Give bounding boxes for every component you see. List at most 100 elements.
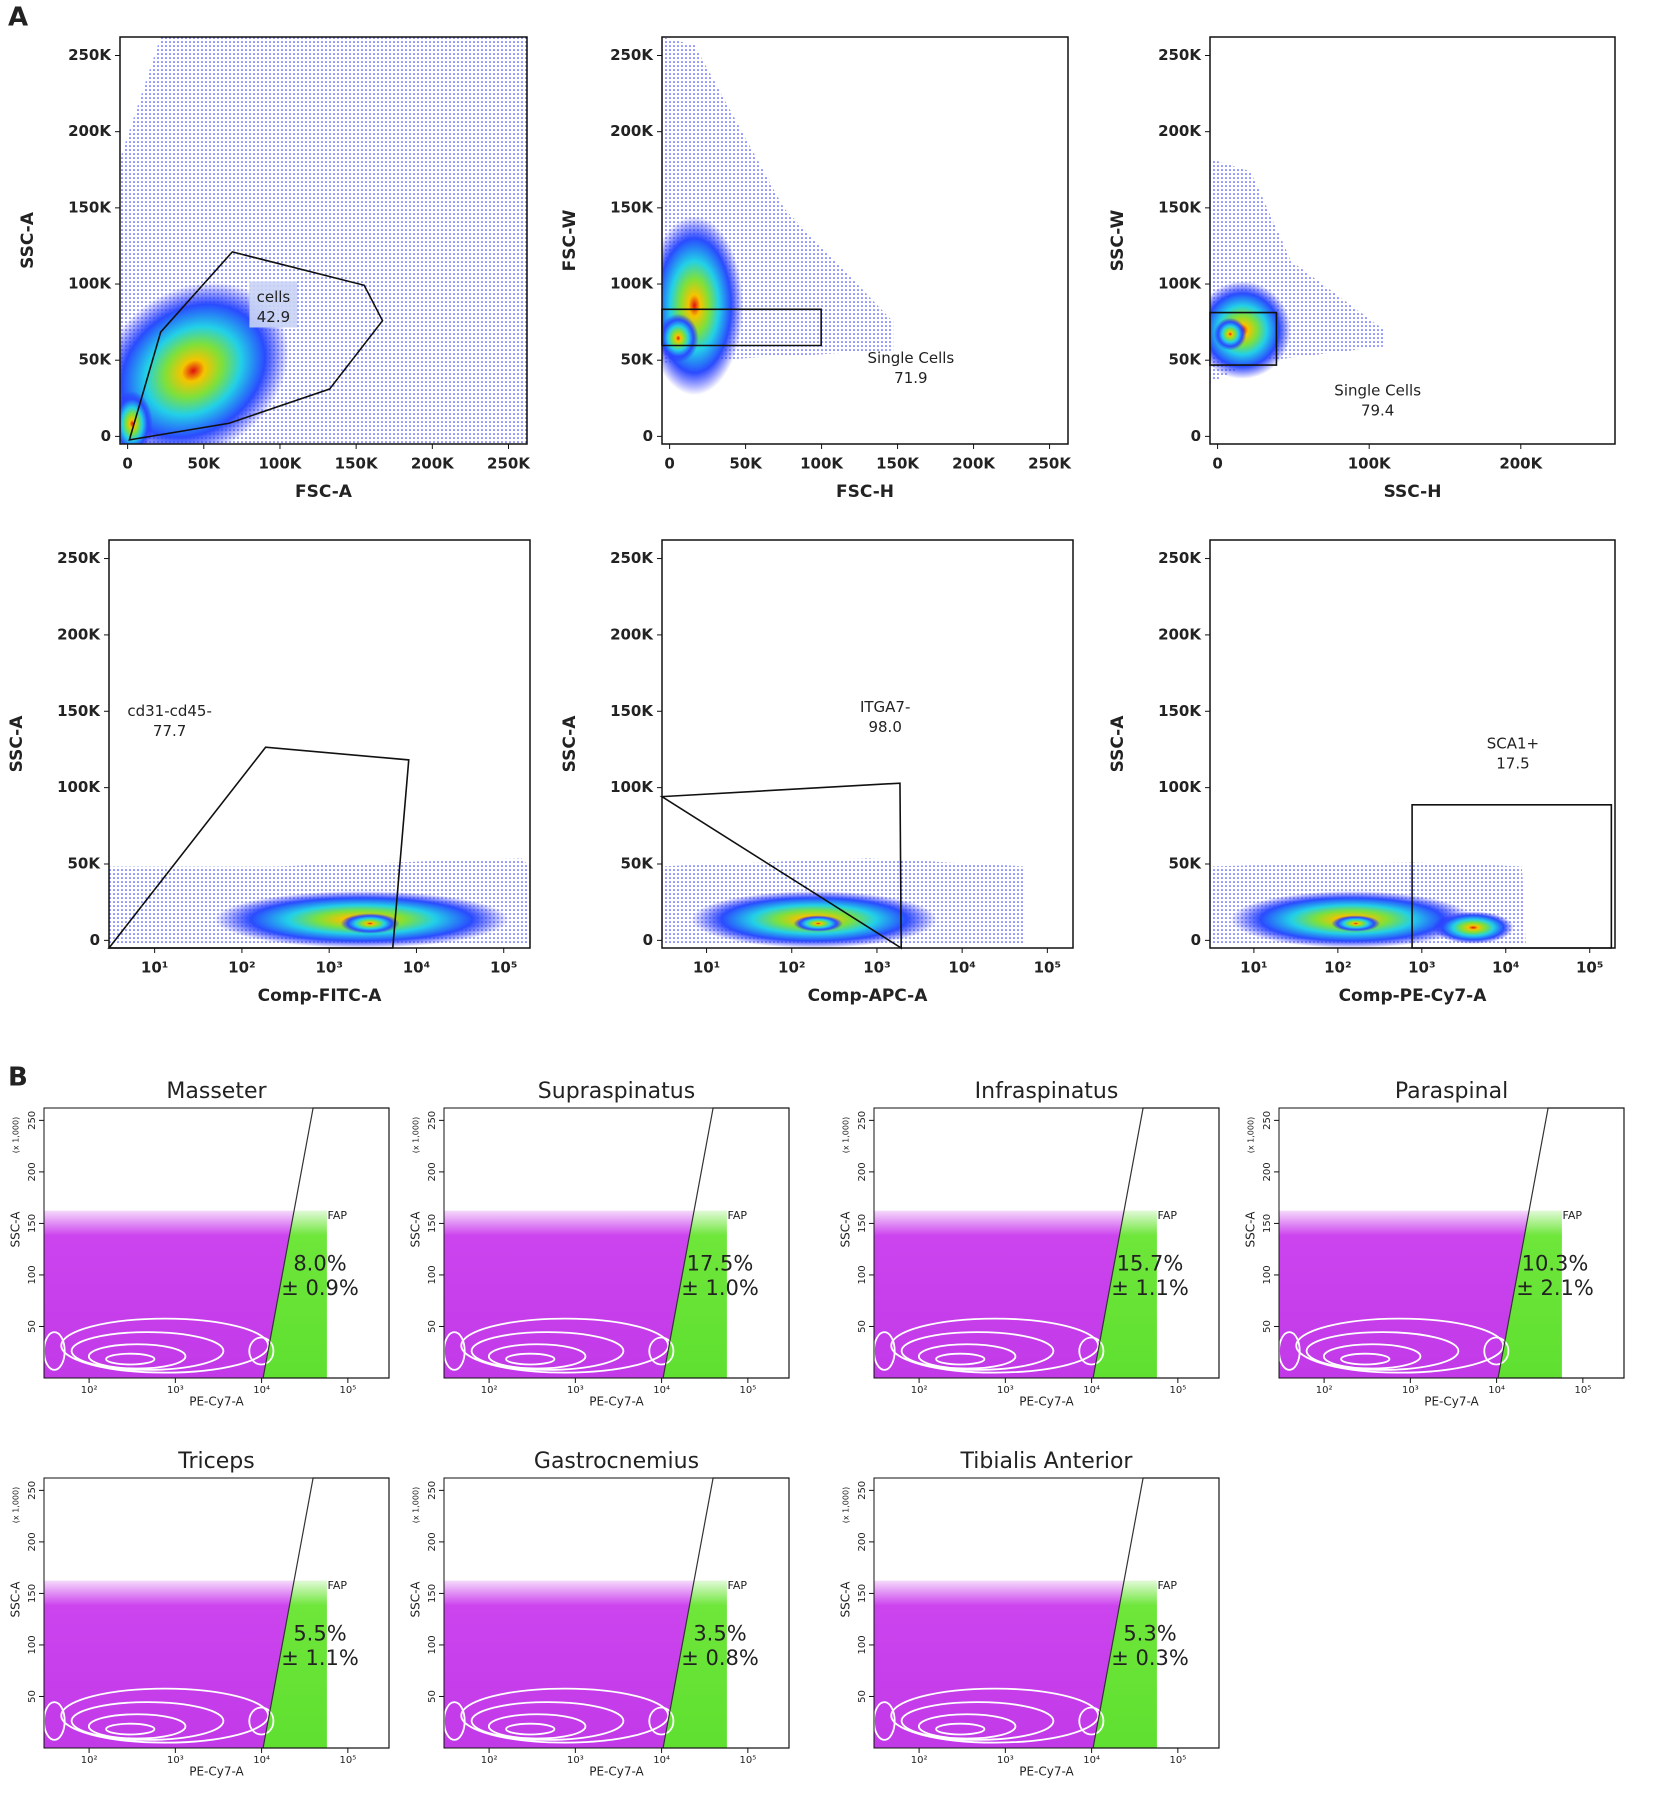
plot-frame — [43, 1477, 390, 1749]
y-axis-label: SSC-A — [839, 1211, 853, 1248]
plot-area — [44, 1210, 327, 1378]
y-tick-label: 250K — [1158, 549, 1202, 567]
contour — [917, 1713, 1017, 1740]
y-tick-label: 200K — [1158, 625, 1202, 643]
x-axis-label: PE-Cy7-A — [189, 1765, 244, 1779]
y-axis-unit: (x 1,000) — [842, 1487, 851, 1523]
y-tick-label: 0 — [90, 931, 100, 949]
plot-frame — [1209, 539, 1616, 949]
x-tick-label: 10³ — [167, 1755, 184, 1766]
contour — [648, 1706, 675, 1736]
x-tick-label: 10⁴ — [1083, 1385, 1100, 1396]
gate-name: Single Cells — [868, 349, 955, 367]
x-tick-label: 200K — [1499, 455, 1543, 473]
y-tick-label: 100 — [27, 1265, 38, 1284]
y-axis-unit: (x 1,000) — [412, 1117, 421, 1153]
plot-frame — [1209, 36, 1616, 445]
y-tick-label: 200 — [27, 1532, 38, 1551]
x-tick-label: 10⁴ — [1492, 959, 1519, 977]
contour — [248, 1706, 275, 1736]
gate-percent: 5.3% — [1123, 1622, 1176, 1646]
x-tick-label: 10² — [1316, 1385, 1333, 1396]
y-tick-label: 0 — [1191, 931, 1201, 949]
gate-name: FAP — [1158, 1209, 1178, 1222]
y-tick-label: 100 — [27, 1635, 38, 1654]
y-axis-label: SSC-W — [1108, 209, 1128, 271]
x-axis-label: PE-Cy7-A — [189, 1395, 244, 1409]
y-tick-label: 50K — [68, 855, 102, 873]
plot-panel: 10¹ 10² 10³ 10⁴ 10⁵ 0 50K 100K 150K 200K 250K Comp-… — [560, 539, 1074, 1006]
contour — [1305, 1331, 1460, 1371]
y-axis-label: SSC-A — [1108, 715, 1128, 773]
y-tick-label: 100K — [68, 275, 112, 293]
gate-name: FAP — [728, 1209, 748, 1222]
x-tick-label: 10³ — [997, 1755, 1014, 1766]
y-tick-label: 250K — [610, 549, 654, 567]
negative-cloud — [44, 1580, 303, 1748]
contour — [60, 1687, 270, 1744]
contour — [1322, 1343, 1422, 1370]
plot-frame — [1278, 1107, 1625, 1379]
x-tick-label: 10² — [228, 959, 255, 977]
x-tick-label: 50K — [729, 455, 763, 473]
y-tick-label: 200K — [610, 122, 654, 140]
x-tick-label: 10³ — [315, 959, 342, 977]
plot-frame — [873, 1477, 1220, 1749]
gate-percent: 98.0 — [868, 718, 901, 736]
plot-area — [874, 1210, 1157, 1378]
x-tick-label: 10⁵ — [1169, 1755, 1186, 1766]
negative-events — [874, 1210, 1133, 1378]
contour — [105, 1722, 156, 1736]
panel-title: Gastrocnemius — [534, 1449, 699, 1474]
y-tick-label: 100 — [1262, 1265, 1273, 1284]
plot-area — [1210, 862, 1526, 948]
contour — [505, 1722, 556, 1736]
y-tick-label: 150 — [1262, 1214, 1273, 1233]
contour — [44, 1701, 66, 1741]
y-tick-label: 200K — [1158, 122, 1202, 140]
x-tick-label: 10⁴ — [948, 959, 975, 977]
x-tick-label: 10⁵ — [1576, 959, 1603, 977]
gate-error: ± 0.3% — [1111, 1646, 1189, 1670]
plot-panel: 10¹ 10² 10³ 10⁴ 10⁵ 0 50K 100K 150K 200K 250K Comp-… — [1108, 539, 1616, 1006]
x-tick-label: 10² — [81, 1385, 98, 1396]
gate-percent: 10.3% — [1522, 1252, 1589, 1276]
gate-percent: 77.7 — [153, 722, 186, 740]
density-cloud — [1210, 281, 1291, 379]
negative-events — [44, 1580, 303, 1748]
contour — [470, 1331, 625, 1371]
y-tick-label: 50K — [1169, 351, 1203, 369]
negative-cloud — [874, 1210, 1133, 1378]
contour — [1340, 1352, 1391, 1366]
y-tick-label: 50 — [27, 1690, 38, 1703]
x-tick-label: 10² — [778, 959, 805, 977]
gate-name: SCA1+ — [1487, 735, 1539, 753]
y-tick-label: 250 — [427, 1481, 438, 1500]
x-tick-label: 200K — [952, 455, 996, 473]
y-axis-label: FSC-W — [560, 209, 580, 271]
x-tick-label: 10² — [481, 1755, 498, 1766]
plot-panel: 0 50K 100K 150K 200K 250K 0 50K 100K 150K 200K 250K… — [560, 36, 1072, 502]
x-tick-label: 10¹ — [1240, 959, 1267, 977]
x-tick-label: 10⁴ — [653, 1755, 670, 1766]
y-tick-label: 100K — [1158, 778, 1202, 796]
contour — [248, 1336, 275, 1366]
contour — [87, 1343, 187, 1370]
x-axis-label: PE-Cy7-A — [589, 1395, 644, 1409]
negative-events — [1279, 1210, 1538, 1378]
y-tick-label: 200 — [857, 1532, 868, 1551]
plot-area — [109, 858, 530, 948]
y-tick-label: 250 — [27, 1481, 38, 1500]
y-tick-label: 250 — [427, 1111, 438, 1130]
x-axis-label: PE-Cy7-A — [589, 1765, 644, 1779]
plot-area — [662, 858, 1024, 948]
contour — [900, 1701, 1055, 1741]
y-tick-label: 50 — [427, 1320, 438, 1333]
x-tick-label: 10³ — [167, 1385, 184, 1396]
contour — [470, 1701, 625, 1741]
panel-title: Triceps — [177, 1449, 254, 1474]
plot-frame — [119, 36, 528, 445]
x-tick-label: 10⁵ — [1574, 1385, 1591, 1396]
y-axis-unit: (x 1,000) — [412, 1487, 421, 1523]
